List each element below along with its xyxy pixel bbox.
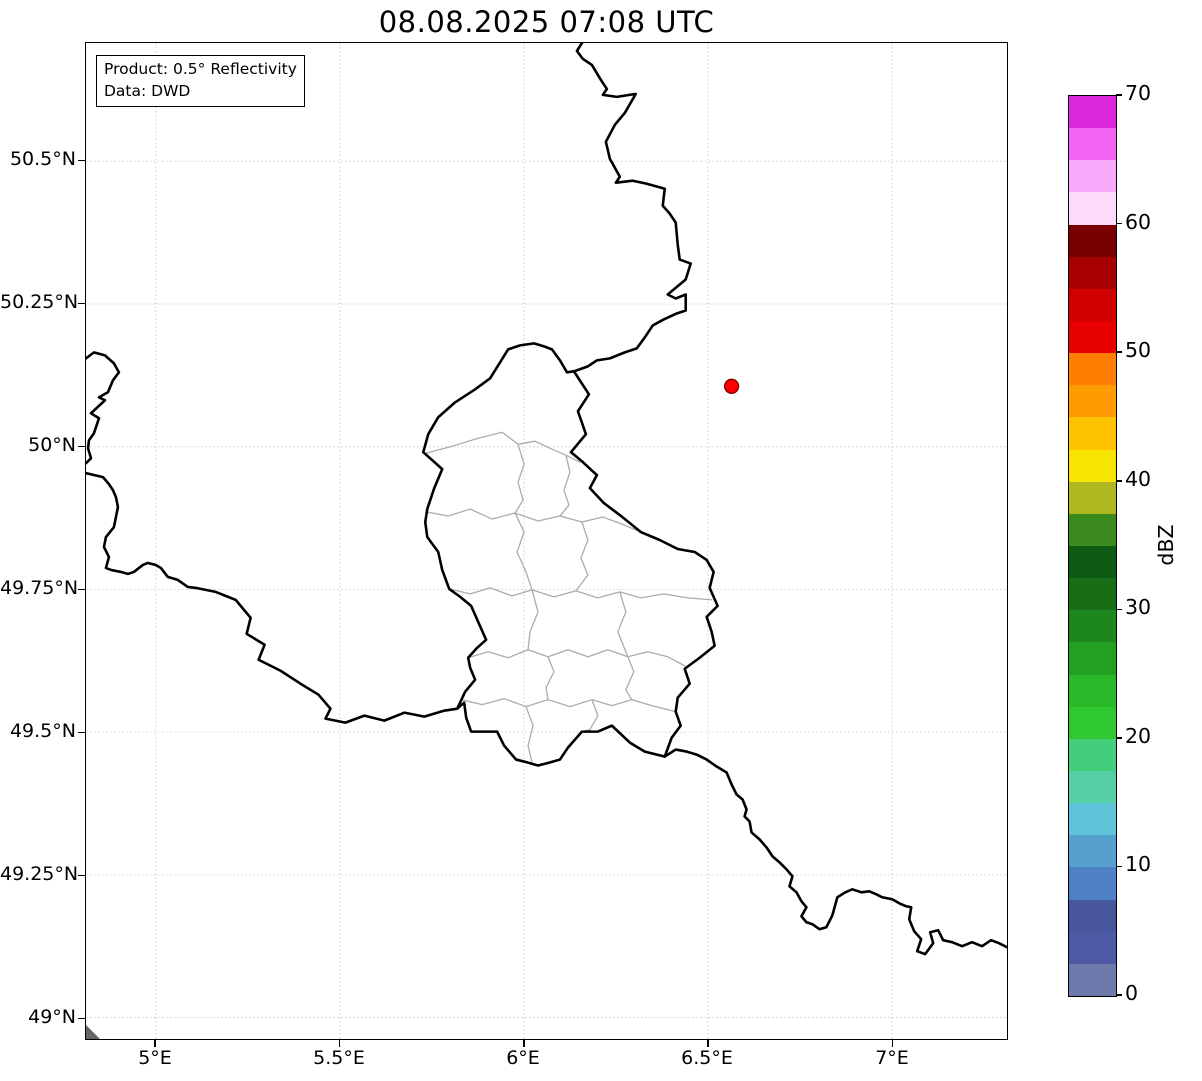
x-tick [338, 1040, 341, 1047]
luxembourg-border [421, 342, 719, 767]
colorbar-segment [1069, 513, 1116, 546]
colorbar-tick [1116, 737, 1122, 739]
colorbar-tick-label: 30 [1125, 595, 1152, 619]
colorbar-tick-label: 0 [1125, 981, 1139, 1005]
y-tick-label: 49°N [28, 1006, 76, 1028]
colorbar-segment [1069, 96, 1116, 129]
colorbar-segment [1069, 449, 1116, 482]
y-tick [78, 588, 85, 591]
y-tick [78, 302, 85, 305]
colorbar-segment [1069, 963, 1116, 996]
colorbar-segment [1069, 899, 1116, 932]
x-tick-label: 6.5°E [681, 1047, 733, 1069]
x-tick [707, 1040, 709, 1047]
colorbar-segment [1069, 738, 1116, 771]
y-tick-label: 49.5°N [9, 720, 76, 742]
data-source-line: Data: DWD [104, 82, 191, 100]
colorbar-segment [1069, 835, 1116, 868]
y-tick-label: 50.25°N [0, 291, 79, 313]
graticule-lines [86, 43, 1007, 1039]
colorbar-segment [1069, 353, 1116, 386]
colorbar-segment [1069, 642, 1116, 675]
colorbar-segment [1069, 417, 1116, 450]
y-tick [78, 159, 85, 162]
colorbar-tick-label: 10 [1125, 852, 1152, 876]
corner-border-wedge [86, 1025, 100, 1039]
y-tick [78, 1017, 85, 1020]
colorbar-tick-label: 50 [1125, 338, 1152, 362]
red-dot-marker [723, 378, 740, 394]
colorbar-segment [1069, 771, 1116, 804]
colorbar-segment [1069, 321, 1116, 354]
map-canvas [86, 43, 1007, 1039]
y-tick [78, 874, 85, 877]
colorbar-tick [1116, 480, 1122, 482]
product-line: Product: 0.5° Reflectivity [104, 60, 297, 78]
colorbar-unit-label: dBZ [1154, 524, 1178, 566]
y-tick [78, 445, 85, 448]
x-tick-label: 5.5°E [313, 1047, 365, 1069]
colorbar-segment [1069, 160, 1116, 193]
colorbar-tick [1116, 994, 1122, 996]
colorbar-segment [1069, 288, 1116, 321]
colorbar-segment [1069, 481, 1116, 514]
colorbar-gradient [1068, 95, 1117, 997]
x-tick [523, 1040, 525, 1047]
colorbar-tick-label: 20 [1125, 724, 1152, 748]
x-tick [891, 1040, 894, 1047]
colorbar-tick [1116, 94, 1122, 96]
colorbar-tick-label: 60 [1125, 210, 1152, 234]
x-tick-label: 6°E [506, 1047, 540, 1069]
y-tick-label: 49.25°N [0, 863, 79, 885]
y-tick [78, 731, 85, 734]
y-tick-label: 50.5°N [9, 148, 76, 170]
colorbar-segment [1069, 192, 1116, 225]
colorbar-tick [1116, 865, 1122, 868]
colorbar-tick [1116, 351, 1122, 353]
colorbar-segment [1069, 803, 1116, 836]
colorbar-segment [1069, 610, 1116, 643]
colorbar-segment [1069, 867, 1116, 900]
colorbar-segment [1069, 706, 1116, 739]
colorbar-segment [1069, 385, 1116, 418]
map-plot-area [85, 42, 1008, 1040]
canton-borders [425, 431, 713, 764]
x-tick-label: 5°E [138, 1047, 172, 1069]
colorbar-tick [1116, 222, 1122, 225]
country-borders [86, 43, 1007, 956]
page-title: 08.08.2025 07:08 UTC [378, 5, 715, 39]
colorbar-segment [1069, 931, 1116, 964]
colorbar-segment [1069, 128, 1116, 161]
colorbar-tick [1116, 608, 1122, 611]
x-tick-label: 7°E [875, 1047, 909, 1069]
y-tick-label: 50°N [28, 434, 76, 456]
colorbar-segment [1069, 256, 1116, 289]
colorbar-segment [1069, 224, 1116, 257]
colorbar-segment [1069, 674, 1116, 707]
x-tick [154, 1040, 156, 1047]
product-info-box: Product: 0.5° Reflectivity Data: DWD [96, 55, 305, 107]
colorbar-tick-label: 70 [1125, 81, 1152, 105]
colorbar-tick-label: 40 [1125, 467, 1152, 491]
y-tick-label: 49.75°N [0, 577, 79, 599]
colorbar-segment [1069, 546, 1116, 579]
colorbar-segment [1069, 578, 1116, 611]
